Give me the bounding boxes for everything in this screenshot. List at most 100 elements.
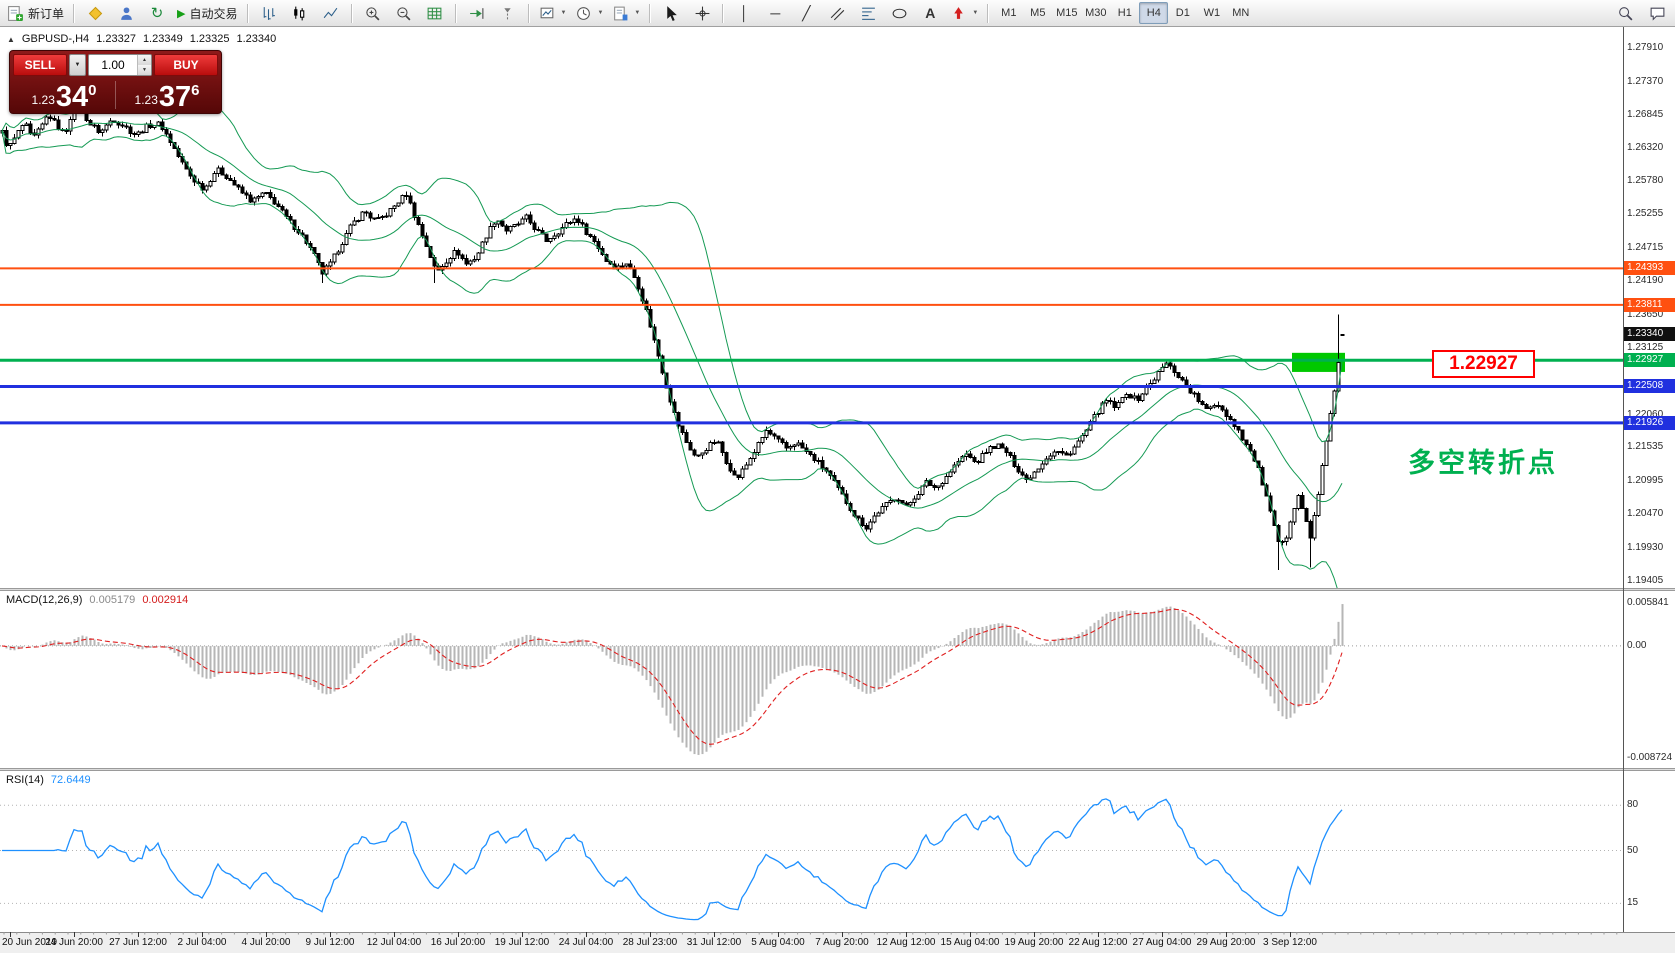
templates-button[interactable]: ▼ [608, 1, 644, 25]
ohlc-low: 1.23325 [189, 33, 230, 45]
fibonacci-icon [861, 7, 875, 20]
zoom-in-button[interactable] [358, 1, 388, 25]
metaeditor-button[interactable] [80, 1, 110, 25]
toolbar-separator [527, 3, 530, 23]
refresh-button[interactable]: ↻ [142, 1, 172, 25]
auto-scroll-icon [470, 7, 484, 19]
vertical-line-tool[interactable]: │ [729, 1, 759, 25]
fibonacci-tool[interactable] [853, 1, 883, 25]
trendline-tool[interactable]: ╱ [791, 1, 821, 25]
chevron-down-icon: ▼ [560, 10, 567, 16]
toolbar-right-group [1610, 1, 1672, 25]
tab-timeframe-m5[interactable]: M5 [1030, 7, 1046, 19]
rsi-name: RSI(14) [6, 774, 44, 786]
cursor-icon [667, 5, 677, 21]
macd-indicator-header: MACD(12,26,9) 0.005179 0.002914 [6, 594, 188, 606]
cursor-tool-button[interactable] [656, 1, 686, 25]
clock-icon [577, 6, 591, 20]
price-callout-label[interactable]: 1.22927 [1432, 350, 1535, 378]
chevron-down-icon: ▼ [634, 10, 641, 16]
candlestick-chart-icon [294, 6, 305, 20]
toolbar-separator [350, 3, 353, 23]
chevron-down-icon: ▼ [74, 62, 81, 68]
toolbar-separator [73, 3, 76, 23]
sell-price[interactable]: 1.23 34 0 [13, 78, 115, 112]
auto-scroll-button[interactable] [462, 1, 492, 25]
chart-shift-button[interactable] [493, 1, 523, 25]
macd-main-value: 0.005179 [89, 594, 136, 606]
horizontal-line-tool[interactable]: ─ [760, 1, 790, 25]
volume-field: ▲ ▼ [88, 54, 152, 76]
toolbar: 新订单 ↻ ▶ 自动交易 [0, 0, 1675, 27]
chart-ohlc-header: ▲ GBPUSD-,H4 1.23327 1.23349 1.23325 1.2… [7, 33, 276, 45]
search-button[interactable] [1610, 1, 1640, 25]
timeframe-toolbar: M1 M5 M15 M30 H1 H4 D1 W1 MN [994, 2, 1255, 24]
rsi-indicator-header: RSI(14) 72.6449 [6, 774, 91, 786]
text-tool[interactable]: A [915, 1, 945, 25]
indicators-icon [427, 7, 442, 19]
new-chart-button[interactable]: ▼ [535, 1, 571, 25]
refresh-icon: ↻ [150, 4, 164, 22]
shapes-tool[interactable] [884, 1, 914, 25]
profiles-button[interactable] [111, 1, 141, 25]
toolbar-separator [987, 3, 990, 23]
rsi-value: 72.6449 [50, 774, 91, 786]
arrows-tool[interactable]: ▼ [946, 1, 982, 25]
zoom-out-icon [397, 6, 411, 20]
line-chart-icon [323, 7, 338, 18]
ellipse-icon [892, 8, 907, 18]
tab-timeframe-m30[interactable]: M30 [1085, 7, 1107, 19]
order-options-dropdown[interactable]: ▼ [69, 54, 86, 76]
ohlc-close: 1.23340 [236, 33, 277, 45]
toolbar-separator [454, 3, 457, 23]
periods-button[interactable]: ▼ [571, 1, 607, 25]
buy-price-pip: 6 [191, 82, 200, 99]
tab-timeframe-m15[interactable]: M15 [1056, 7, 1078, 19]
price-divider [115, 81, 116, 109]
volume-decrease-button[interactable]: ▼ [138, 65, 151, 75]
sell-price-pip: 0 [88, 82, 97, 99]
channel-tool[interactable] [822, 1, 852, 25]
play-icon: ▶ [177, 7, 186, 20]
tab-timeframe-d1[interactable]: D1 [1175, 7, 1190, 19]
zoom-in-icon [366, 6, 380, 20]
chart-shift-icon [504, 7, 511, 20]
candlestick-chart-button[interactable] [285, 1, 315, 25]
line-chart-button[interactable] [316, 1, 346, 25]
volume-increase-button[interactable]: ▲ [138, 55, 151, 65]
tab-timeframe-h4[interactable]: H4 [1139, 2, 1169, 24]
bar-chart-button[interactable] [254, 1, 284, 25]
text-icon: A [925, 5, 936, 21]
crosshair-tool-button[interactable] [687, 1, 717, 25]
chevron-down-icon: ▼ [972, 10, 979, 16]
zoom-out-button[interactable] [389, 1, 419, 25]
community-button[interactable] [1642, 1, 1672, 25]
sell-button[interactable]: SELL [13, 54, 67, 76]
pivot-text-annotation[interactable]: 多空转折点 [1408, 448, 1558, 478]
autotrading-button[interactable]: ▶ 自动交易 [173, 1, 241, 25]
volume-input[interactable] [89, 55, 137, 75]
indicators-button[interactable] [420, 1, 450, 25]
buy-price-big: 37 [158, 81, 192, 114]
chat-bubble-icon [1650, 7, 1664, 21]
buy-button[interactable]: BUY [154, 54, 218, 76]
tab-timeframe-w1[interactable]: W1 [1203, 7, 1221, 19]
chevron-down-icon: ▼ [597, 10, 604, 16]
toolbar-separator [649, 3, 652, 23]
toolbar-separator [246, 3, 249, 23]
tab-timeframe-mn[interactable]: MN [1232, 7, 1250, 19]
tab-timeframe-h1[interactable]: H1 [1117, 7, 1132, 19]
buy-price[interactable]: 1.23 37 6 [116, 78, 218, 112]
new-order-button[interactable]: 新订单 [3, 1, 68, 25]
horizontal-line-icon: ─ [770, 5, 781, 21]
macd-signal-value: 0.002914 [142, 594, 189, 606]
symbol-marker-icon: ▲ [7, 34, 15, 44]
profiles-icon [120, 6, 132, 20]
sell-price-prefix: 1.23 [31, 93, 55, 107]
tab-timeframe-m1[interactable]: M1 [1001, 7, 1017, 19]
bar-chart-icon [263, 6, 275, 20]
search-icon [1618, 6, 1632, 20]
ohlc-high: 1.23349 [142, 33, 183, 45]
